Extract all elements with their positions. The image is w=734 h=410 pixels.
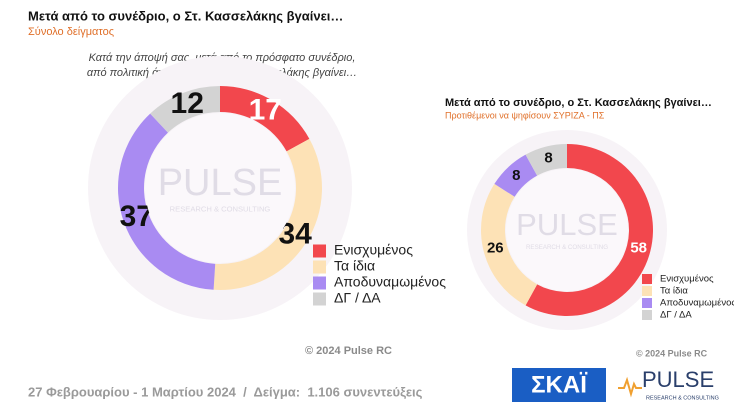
chart-subtitle: Προτιθέμενοι να ψηφίσουν ΣΥΡΙΖΑ - ΠΣ (445, 110, 605, 120)
donut-segment (117, 113, 216, 290)
copyright: © 2024 Pulse RC (636, 348, 708, 358)
copyright: © 2024 Pulse RC (305, 345, 392, 357)
data-label: 26 (487, 239, 504, 256)
watermark-tagline: RESEARCH & CONSULTING (526, 244, 608, 251)
chart-subtitle: Σύνολο δείγματος (28, 26, 114, 38)
donut-segment (494, 154, 538, 197)
legend-label: Ενισχυμένος (660, 274, 714, 285)
donut-segment (525, 144, 567, 176)
legend-swatch (642, 274, 652, 284)
broadcaster-logo (512, 368, 606, 402)
data-label: 8 (512, 167, 520, 184)
legend-label: Αποδυναμωμένος (334, 274, 446, 290)
legend-swatch (313, 260, 326, 274)
pollster-logo-tagline: RESEARCH & CONSULTING (646, 395, 719, 401)
legend-label: Τα ίδια (334, 258, 375, 274)
legend-label: Ενισχυμένος (334, 242, 413, 258)
watermark-tagline: RESEARCH & CONSULTING (170, 204, 271, 213)
donut-segment (213, 138, 323, 291)
donut-segment (220, 86, 310, 152)
broadcaster-logo-text: ΣΚΑΪ (531, 371, 588, 398)
legend-swatch (313, 244, 326, 258)
data-label: 12 (171, 87, 204, 120)
legend-swatch (642, 310, 652, 320)
footer: 27 Φεβρουαρίου - 1 Μαρτίου 2024 / Δείγμα… (28, 384, 423, 399)
donut-hole (506, 169, 628, 291)
chart-title: Μετά από το συνέδριο, ο Στ. Κασσελάκης β… (28, 8, 343, 23)
watermark: PULSE (516, 207, 618, 242)
legend-swatch (642, 286, 652, 296)
data-label: 58 (630, 239, 647, 256)
legend-label: ΔΓ / ΔΑ (334, 290, 381, 306)
legend-swatch (313, 276, 326, 290)
donut-segment (525, 144, 654, 316)
pollster-logo-text: PULSE (642, 367, 714, 392)
data-label: 8 (544, 149, 552, 166)
legend-swatch (642, 298, 652, 308)
legend-swatch (313, 292, 326, 306)
donut-hole (145, 113, 295, 263)
watermark: PULSE (158, 162, 283, 204)
donut-segment (481, 183, 538, 306)
data-label: 17 (249, 93, 282, 126)
pollster-logo-icon (618, 376, 642, 398)
legend-label: Αποδυναμωμένος (660, 298, 734, 309)
chart-title: Μετά από το συνέδριο, ο Στ. Κασσελάκης β… (445, 97, 712, 109)
legend-label: ΔΓ / ΔΑ (660, 310, 692, 321)
donut-segment (150, 86, 220, 133)
legend-label: Τα ίδια (660, 286, 688, 297)
